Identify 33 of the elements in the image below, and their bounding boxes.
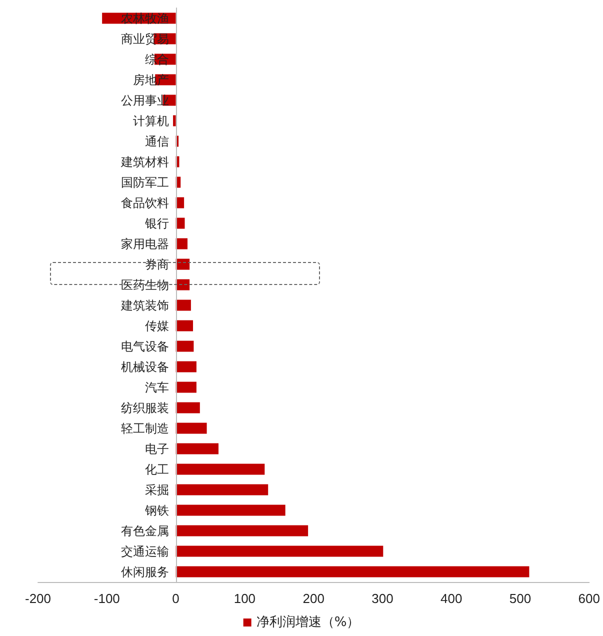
y-tick-label: 电气设备 xyxy=(121,339,169,354)
y-tick-label: 机械设备 xyxy=(121,360,169,374)
y-tick-label: 轻工制造 xyxy=(121,421,169,436)
y-tick-label: 通信 xyxy=(145,134,169,148)
y-tick-label: 电子 xyxy=(145,442,169,456)
y-tick-label: 建筑装饰 xyxy=(120,298,169,312)
x-tick-label: 300 xyxy=(372,591,394,606)
y-tick-label: 农林牧渔 xyxy=(121,11,169,26)
y-tick-label: 公用事业 xyxy=(121,93,169,108)
y-tick-label: 传媒 xyxy=(145,318,169,333)
y-tick-label: 休闲服务 xyxy=(121,564,169,579)
x-tick-label: 200 xyxy=(302,591,324,606)
x-tick-label: 0 xyxy=(172,591,180,606)
y-tick-label: 计算机 xyxy=(133,114,169,128)
y-tick-label: 汽车 xyxy=(145,380,169,394)
x-tick-label: 600 xyxy=(578,591,600,606)
x-tick-label: 100 xyxy=(234,591,256,606)
y-tick-label: 家用电器 xyxy=(121,236,169,251)
y-tick-label: 采掘 xyxy=(145,482,169,497)
y-tick-label: 纺织服装 xyxy=(121,400,169,415)
x-tick-label: -100 xyxy=(94,591,120,606)
y-tick-label: 国防军工 xyxy=(121,175,169,190)
y-tick-label: 银行 xyxy=(144,216,169,230)
y-tick-label: 有色金属 xyxy=(121,524,169,538)
y-tick-label: 建筑材料 xyxy=(120,154,169,169)
y-tick-label: 交通运输 xyxy=(121,544,169,558)
legend-label: 净利润增速（%） xyxy=(256,615,360,630)
y-tick-label: 钢铁 xyxy=(144,503,169,518)
x-tick-label: 500 xyxy=(509,591,532,606)
x-tick-label: 400 xyxy=(440,591,462,606)
y-tick-label: 化工 xyxy=(145,462,169,476)
y-tick-label: 食品饮料 xyxy=(121,196,169,210)
x-tick-label: -200 xyxy=(24,591,52,606)
